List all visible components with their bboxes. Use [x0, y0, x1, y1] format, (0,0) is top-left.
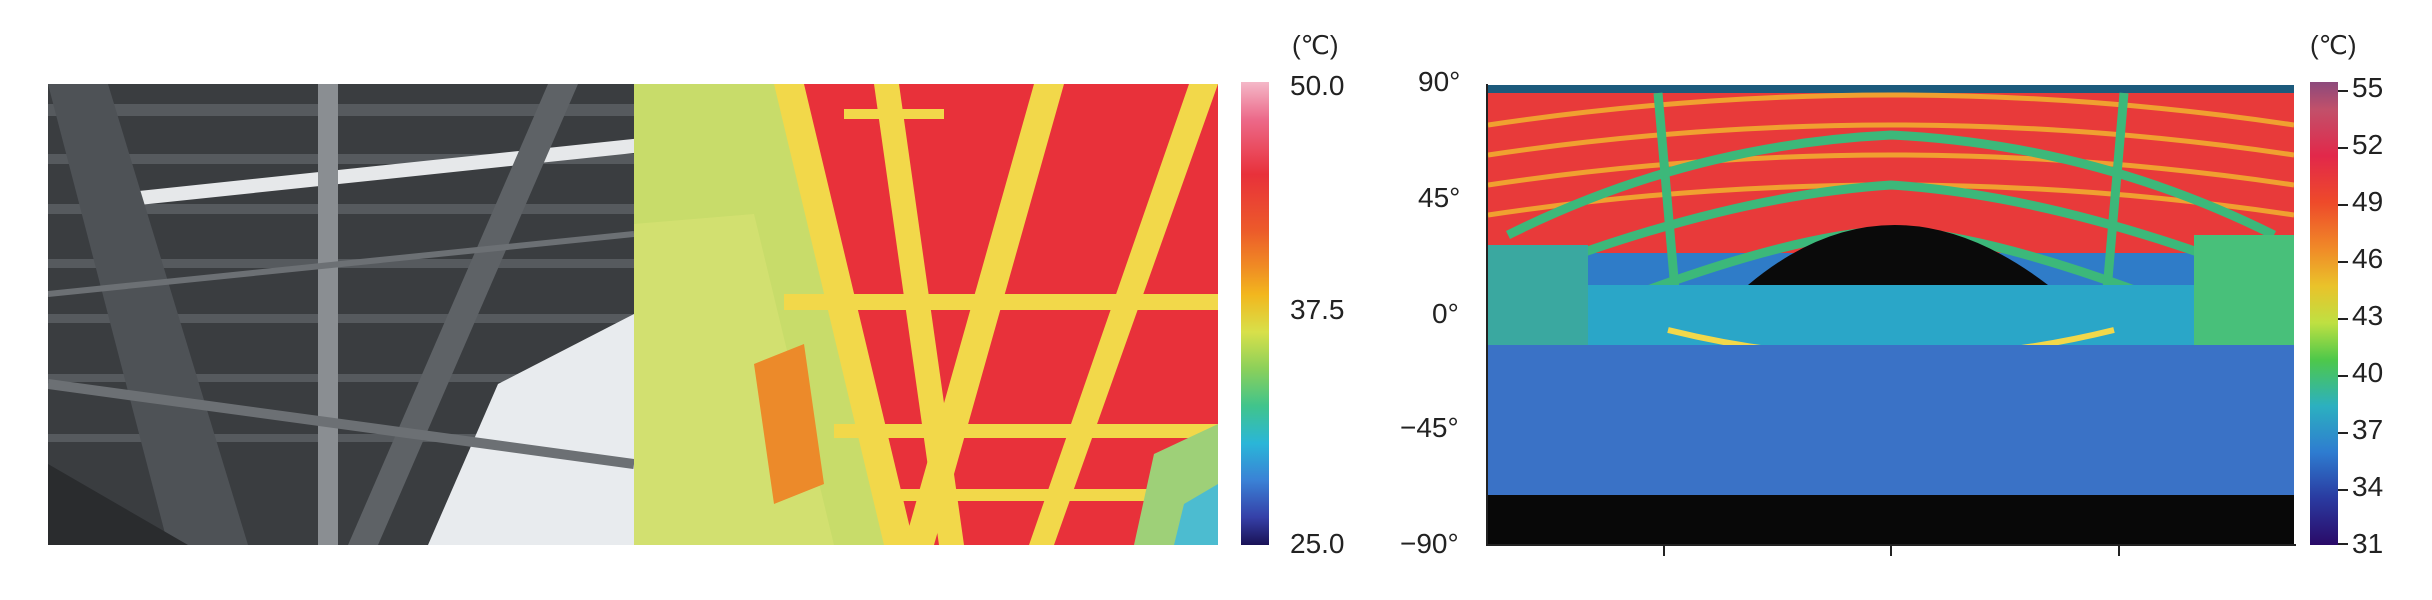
right-scale-tickmark [2338, 432, 2348, 434]
thermal-image-roof [634, 84, 1218, 545]
right-scale-tickmark [2338, 543, 2348, 545]
right-scale-tickmark [2338, 375, 2348, 377]
pano-x-axis-line [1486, 544, 2296, 546]
right-scale-tickmark [2338, 489, 2348, 491]
pano-y-axis-line [1486, 84, 1488, 546]
right-scale-tickmark [2338, 318, 2348, 320]
left-scale-tick-min: 25.0 [1290, 528, 1345, 559]
right-scale-tick-34: 34 [2352, 471, 2384, 502]
right-scale-tick-40: 40 [2352, 357, 2384, 388]
right-scale-tickmark [2338, 261, 2348, 263]
right-scale-tick-46: 46 [2352, 243, 2384, 274]
pano-x-tick [2118, 546, 2120, 556]
right-color-scale-bar [2310, 82, 2338, 545]
right-scale-tickmark [2338, 204, 2348, 206]
right-scale-tick-55: 55 [2352, 72, 2384, 103]
roof-photo [48, 84, 634, 545]
right-scale-tickmark [2338, 147, 2348, 149]
right-scale-tick-49: 49 [2352, 186, 2384, 217]
right-scale-tick-37: 37 [2352, 414, 2384, 445]
left-scale-tick-mid: 37.5 [1290, 294, 1345, 325]
pano-x-tick [1663, 546, 1665, 556]
pano-ytick-0: 0° [1432, 298, 1459, 329]
pano-ytick-45: 45° [1418, 182, 1461, 213]
right-scale-unit: (℃) [2310, 30, 2357, 60]
pano-ytick-minus45: −45° [1400, 412, 1459, 443]
right-scale-tick-52: 52 [2352, 129, 2384, 160]
right-scale-tickmark [2338, 90, 2348, 92]
left-scale-tick-max: 50.0 [1290, 70, 1345, 101]
left-color-scale-bar [1241, 82, 1269, 545]
pano-ytick-90: 90° [1418, 66, 1461, 97]
right-scale-tick-31: 31 [2352, 528, 2384, 559]
pano-ytick-minus90: −90° [1400, 528, 1459, 559]
left-scale-unit: (℃) [1292, 30, 1339, 60]
thermal-panorama-image [1488, 85, 2294, 544]
right-scale-tick-43: 43 [2352, 300, 2384, 331]
pano-x-tick [1890, 546, 1892, 556]
